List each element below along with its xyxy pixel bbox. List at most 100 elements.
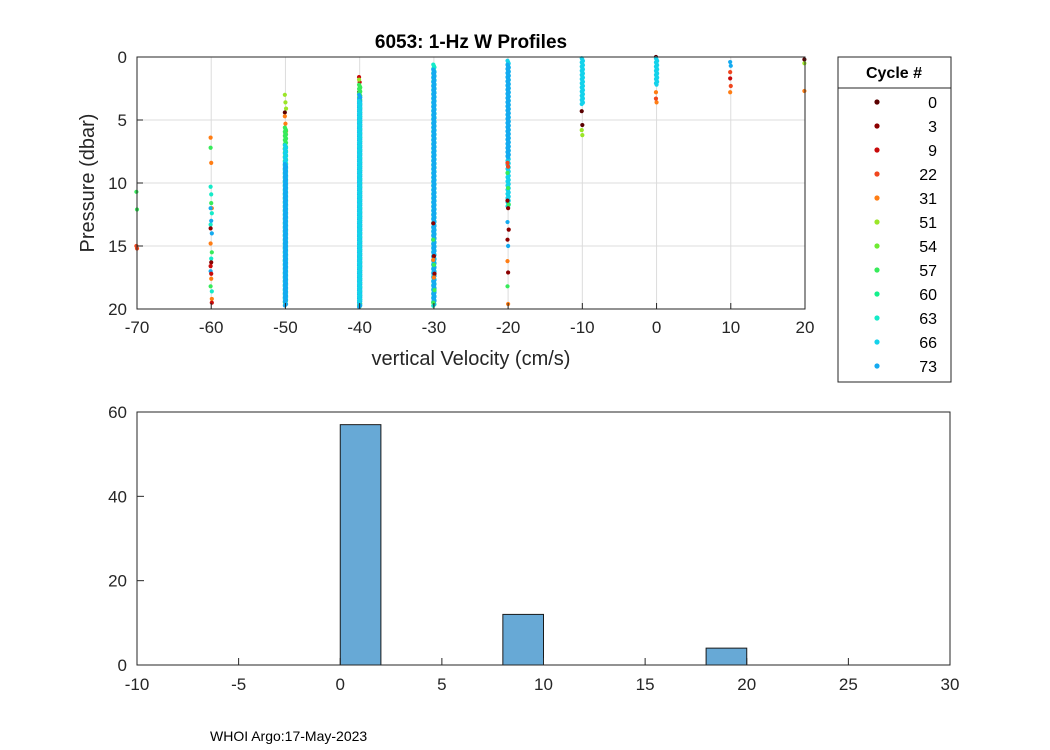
scatter-point [431, 300, 436, 305]
scatter-point [728, 83, 733, 89]
scatter-point [431, 237, 436, 242]
scatter-y-tick-label: 5 [118, 111, 127, 130]
scatter-point [580, 122, 585, 128]
scatter-point [209, 271, 214, 276]
scatter-point [208, 222, 213, 227]
scatter-point [282, 114, 287, 119]
scatter-point [728, 70, 733, 75]
scatter-point [802, 61, 807, 66]
scatter-x-tick-label: 20 [796, 318, 815, 337]
histogram-y-tick-label: 20 [108, 572, 127, 591]
scatter-point [282, 303, 287, 308]
scatter-point [357, 299, 362, 305]
scatter-point [209, 211, 214, 216]
scatter-x-tick-label: -10 [570, 318, 595, 337]
scatter-point [505, 160, 510, 165]
legend-marker [874, 147, 880, 153]
legend-entry-label: 73 [919, 359, 937, 376]
histogram-y-tick-label: 40 [108, 487, 127, 506]
scatter-point [431, 221, 436, 226]
legend-entry-label: 22 [919, 167, 937, 184]
scatter-point [802, 57, 807, 62]
scatter-point [728, 63, 733, 68]
scatter-point [431, 262, 436, 267]
scatter-point [134, 189, 139, 194]
scatter-x-label: vertical Velocity (cm/s) [372, 348, 571, 370]
scatter-point [506, 185, 511, 191]
scatter-point [209, 296, 214, 302]
legend: Cycle # 0 3 9 22 31 51 54 57 60 63 66 73 [837, 56, 952, 383]
scatter-y-tick-label: 0 [118, 48, 127, 67]
histogram-x-tick-label: 25 [839, 675, 858, 694]
scatter-point [209, 231, 214, 236]
scatter-y-label: Pressure (dbar) [77, 114, 99, 253]
scatter-point [209, 260, 214, 265]
legend-marker [874, 219, 880, 225]
scatter-point [209, 289, 214, 294]
scatter-point [209, 276, 214, 281]
scatter-point [579, 109, 584, 114]
scatter-x-tick-label: 0 [652, 318, 661, 337]
scatter-point [654, 82, 659, 87]
scatter-title: 6053: 1-Hz W Profiles [375, 32, 567, 53]
scatter-point [356, 304, 362, 309]
scatter-x-tick-label: -40 [347, 318, 372, 337]
scatter-point [283, 100, 288, 105]
scatter-x-tick-label: 10 [721, 318, 740, 337]
scatter-point [431, 275, 436, 280]
scatter-point [209, 160, 214, 165]
scatter-point [505, 237, 510, 242]
legend-entry-label: 51 [919, 215, 937, 232]
legend-entry-label: 60 [919, 287, 937, 304]
scatter-point [728, 90, 733, 95]
scatter-point [208, 145, 213, 150]
scatter-point [208, 226, 213, 231]
scatter-y-tick-label: 20 [108, 300, 127, 319]
scatter-point [431, 253, 436, 259]
scatter-point [209, 256, 214, 261]
scatter-x-tick-label: -20 [496, 318, 521, 337]
histogram-plot: -10 -5 0 5 10 15 20 25 30 0 20 40 60 [108, 403, 959, 694]
legend-marker [874, 123, 880, 129]
histogram-x-tick-label: 20 [737, 675, 756, 694]
scatter-point [653, 90, 659, 95]
histogram-x-tick-label: 5 [437, 675, 446, 694]
legend-marker [874, 291, 880, 297]
histogram-x-tick-label: -10 [125, 675, 150, 694]
scatter-point [431, 257, 436, 262]
legend-entry-label: 54 [919, 239, 937, 256]
scatter-point [209, 201, 214, 206]
legend-entry-label: 57 [919, 263, 937, 280]
legend-entry-label: 3 [928, 119, 937, 136]
histogram-bars [339, 424, 748, 666]
scatter-x-tick-label: -30 [422, 318, 447, 337]
scatter-x-tick-label: -50 [273, 318, 298, 337]
scatter-point [506, 164, 511, 169]
legend-entry-label: 9 [928, 143, 937, 160]
scatter-point [209, 192, 214, 197]
scatter-point [654, 100, 659, 105]
scatter-point [505, 284, 510, 289]
histogram-x-tick-label: 30 [941, 675, 960, 694]
scatter-point [579, 127, 584, 133]
scatter-point [802, 88, 807, 94]
histogram-y-tick-label: 60 [108, 403, 127, 422]
scatter-point [356, 77, 362, 82]
scatter-plot: -70 -60 -50 -40 -30 -20 -10 0 10 20 0 5 10 15 20 6053… [77, 32, 814, 370]
scatter-point [505, 170, 510, 176]
scatter-point [506, 227, 511, 232]
histogram-bar [339, 424, 382, 666]
histogram-x-ticks: -10 -5 0 5 10 15 20 25 30 [125, 658, 960, 694]
scatter-point [209, 218, 214, 223]
scatter-point [506, 270, 511, 275]
scatter-y-tick-label: 10 [108, 174, 127, 193]
footer-credit: WHOI Argo:17-May-2023 [210, 728, 367, 744]
histogram-x-tick-label: 10 [534, 675, 553, 694]
legend-marker [874, 339, 880, 345]
scatter-point [282, 110, 287, 115]
scatter-point [506, 243, 511, 249]
scatter-x-ticks: -70 -60 -50 -40 -30 -20 -10 0 10 20 [125, 303, 815, 337]
scatter-point [208, 184, 213, 189]
legend-marker [874, 243, 880, 249]
scatter-point [432, 288, 437, 293]
